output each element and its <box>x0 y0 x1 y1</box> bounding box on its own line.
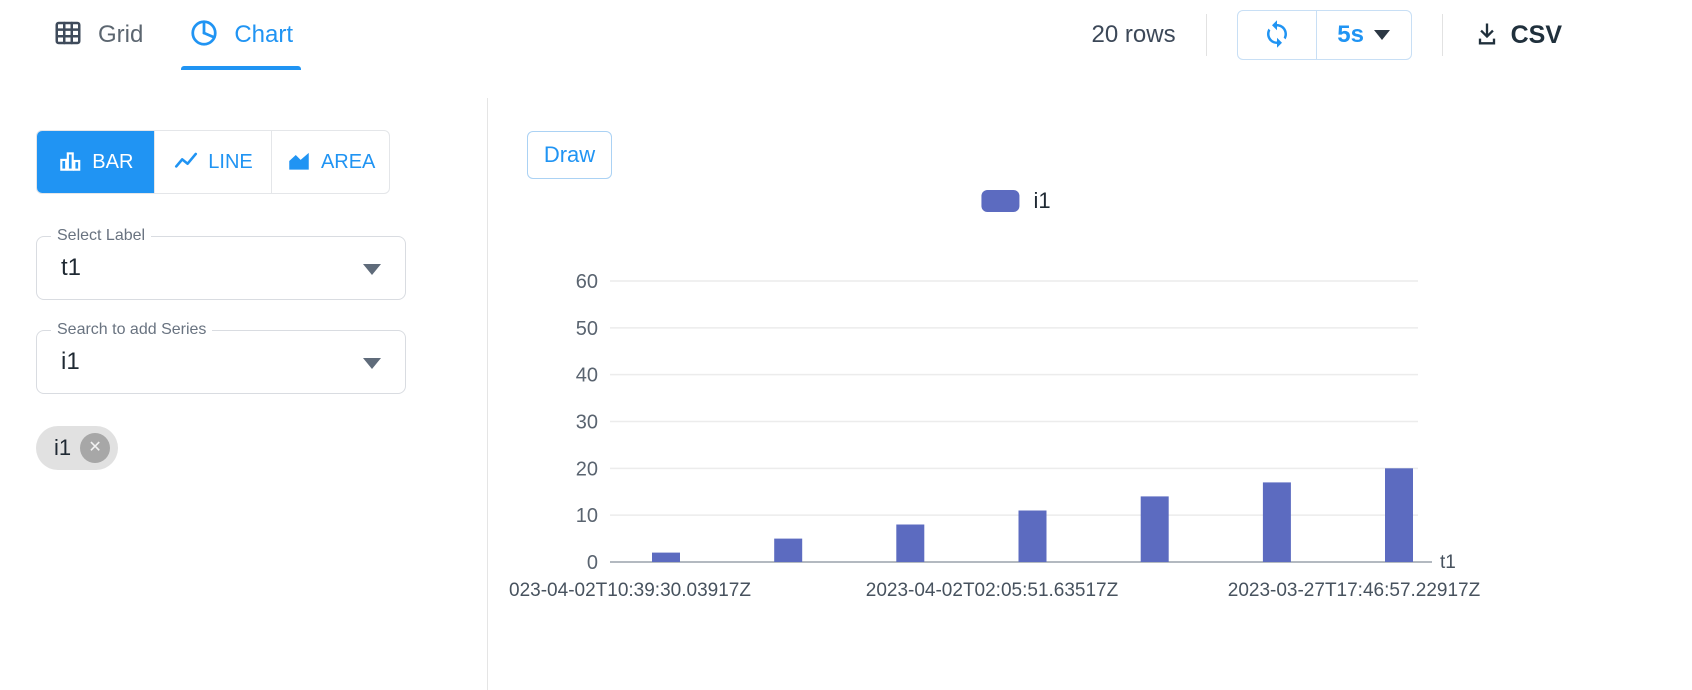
refresh-group: 5s <box>1236 10 1412 60</box>
chart-type-toggle: BAR LINE AREA <box>36 130 390 194</box>
csv-label: CSV <box>1510 20 1562 49</box>
chart-area: Draw i1 0 10 20 30 40 50 60 023-04-02T10:39:30.… <box>488 70 1692 690</box>
rows-count: 20 rows <box>1091 21 1176 48</box>
bar <box>652 552 680 562</box>
tab-chart-label: Chart <box>234 21 294 48</box>
chart-type-area-label: AREA <box>320 150 376 173</box>
bar <box>1262 482 1291 562</box>
y-tick-label: 40 <box>576 365 598 387</box>
header-divider <box>1205 14 1207 56</box>
x-tick-label: 2023-04-02T02:05:51.63517Z <box>866 580 1119 601</box>
refresh-button[interactable] <box>1238 11 1316 59</box>
bar <box>1140 496 1169 562</box>
series-chip-label: i1 <box>54 435 72 460</box>
csv-download-button[interactable]: CSV <box>1473 20 1562 51</box>
view-tabs: Grid Chart <box>0 0 301 70</box>
label-select[interactable]: Select Label t1 <box>36 227 406 300</box>
series-chip: i1 ✕ <box>36 426 119 470</box>
chart-type-line-button[interactable]: LINE <box>153 131 272 193</box>
bar <box>1018 510 1047 562</box>
chevron-down-icon <box>1373 30 1390 40</box>
header-divider <box>1441 14 1443 56</box>
legend-item[interactable]: i1 <box>981 188 1051 214</box>
y-tick-label: 60 <box>576 271 598 293</box>
area-chart-icon <box>286 148 312 177</box>
download-icon <box>1473 20 1501 51</box>
bar <box>896 524 925 562</box>
refresh-interval-dropdown[interactable]: 5s <box>1317 11 1411 59</box>
series-search-value: i1 <box>61 348 80 375</box>
x-tick-label: 2023-03-27T17:46:57.22917Z <box>1228 580 1481 601</box>
label-select-label: Select Label <box>51 227 152 245</box>
chevron-down-icon <box>363 264 381 275</box>
chart-type-line-label: LINE <box>208 150 253 173</box>
line-chart-icon <box>173 148 199 177</box>
bar <box>774 538 803 562</box>
chevron-down-icon <box>363 358 381 369</box>
tab-grid[interactable]: Grid <box>47 0 149 70</box>
grid-icon <box>53 18 83 53</box>
label-select-value: t1 <box>61 254 82 281</box>
x-tick-label: 023-04-02T10:39:30.03917Z <box>509 580 751 601</box>
tab-grid-label: Grid <box>98 21 144 48</box>
chart-config-panel: BAR LINE AREA Select Label <box>0 70 487 690</box>
chart-type-bar-label: BAR <box>92 150 134 173</box>
y-tick-label: 50 <box>576 318 598 340</box>
chart-type-bar-button[interactable]: BAR <box>37 131 154 193</box>
chart-type-area-button[interactable]: AREA <box>271 131 389 193</box>
refresh-icon <box>1262 19 1292 52</box>
y-tick-label: 10 <box>576 505 598 527</box>
legend-swatch <box>981 190 1020 212</box>
chart-legend: i1 <box>981 188 1051 214</box>
series-search-select[interactable]: Search to add Series i1 <box>36 321 406 394</box>
refresh-interval-value: 5s <box>1337 21 1364 48</box>
toolbar: Grid Chart 20 rows <box>0 0 1692 70</box>
bar-chart-canvas: 0 10 20 30 40 50 60 023-04-02T10:39:30.03917Z 20… <box>509 271 1481 601</box>
bar-chart-icon <box>57 148 83 177</box>
close-icon: ✕ <box>88 439 102 456</box>
legend-label: i1 <box>1033 188 1051 213</box>
x-axis-title: t1 <box>1440 552 1456 573</box>
pie-chart-icon <box>189 18 219 53</box>
y-tick-label: 30 <box>576 412 598 434</box>
panel-divider <box>487 98 488 690</box>
refresh-group-divider <box>1315 11 1317 59</box>
series-search-label: Search to add Series <box>51 321 213 339</box>
y-tick-label: 0 <box>587 552 598 574</box>
draw-button[interactable]: Draw <box>527 131 612 179</box>
bar <box>1385 468 1413 562</box>
y-tick-label: 20 <box>576 458 598 480</box>
header-actions: 20 rows 5s <box>1092 0 1562 70</box>
chip-remove-button[interactable]: ✕ <box>80 433 111 463</box>
tab-chart[interactable]: Chart <box>181 0 301 70</box>
